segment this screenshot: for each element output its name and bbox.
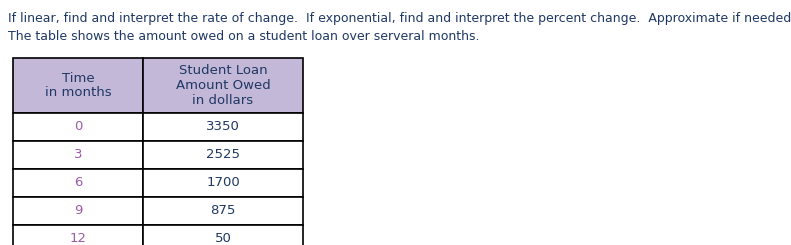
Bar <box>13 197 143 225</box>
Text: If linear, find and interpret the rate of change.  If exponential, find and inte: If linear, find and interpret the rate o… <box>8 12 791 25</box>
Text: 3350: 3350 <box>206 121 240 134</box>
Text: 6: 6 <box>74 176 82 189</box>
Bar <box>13 113 143 141</box>
Text: Time
in months: Time in months <box>44 72 112 99</box>
Bar <box>13 141 143 169</box>
Bar <box>13 225 143 245</box>
Bar <box>143 225 303 245</box>
Text: 12: 12 <box>70 233 86 245</box>
Text: 2525: 2525 <box>206 148 240 161</box>
Text: The table shows the amount owed on a student loan over serveral months.: The table shows the amount owed on a stu… <box>8 30 479 43</box>
Text: Student Loan
Amount Owed
in dollars: Student Loan Amount Owed in dollars <box>176 64 271 107</box>
Bar <box>143 113 303 141</box>
Bar <box>143 141 303 169</box>
Bar <box>13 58 143 113</box>
Bar <box>143 58 303 113</box>
Text: 0: 0 <box>74 121 82 134</box>
Bar <box>143 197 303 225</box>
Bar <box>143 169 303 197</box>
Bar <box>13 169 143 197</box>
Text: 3: 3 <box>74 148 82 161</box>
Text: 875: 875 <box>210 205 236 218</box>
Text: 50: 50 <box>214 233 232 245</box>
Text: 9: 9 <box>74 205 82 218</box>
Text: 1700: 1700 <box>206 176 240 189</box>
